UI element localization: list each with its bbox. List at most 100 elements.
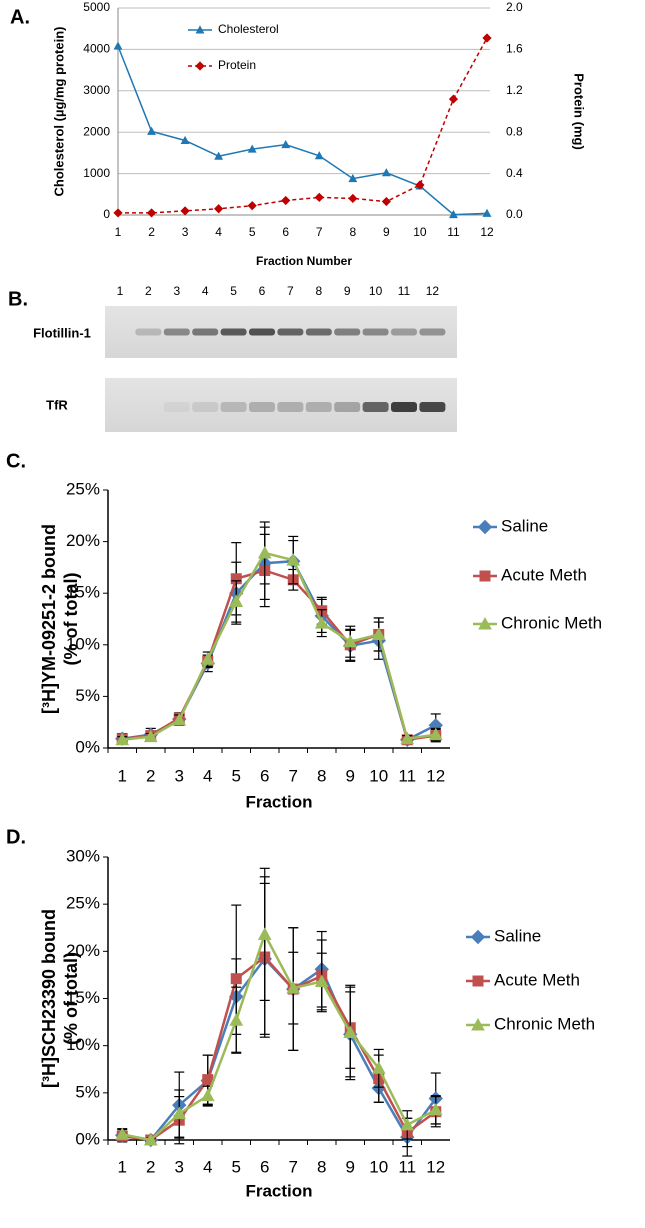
- legend-label: Cholesterol: [218, 22, 279, 36]
- marker: [477, 519, 493, 535]
- y-axis-label: Cholesterol (µg/mg protein): [51, 27, 66, 197]
- marker: [229, 1013, 244, 1026]
- blot-band: [220, 402, 247, 412]
- blot-band: [334, 328, 361, 336]
- marker: [470, 929, 486, 945]
- lane-label: 12: [426, 284, 440, 298]
- marker: [229, 594, 244, 607]
- marker: [415, 180, 425, 190]
- x-tick-label: 10: [369, 766, 388, 785]
- y-tick-label: 15%: [66, 988, 100, 1007]
- marker: [247, 144, 257, 153]
- marker: [115, 1127, 130, 1140]
- x-tick-label: 11: [398, 1157, 416, 1176]
- series-line: [122, 955, 437, 1142]
- marker: [214, 151, 224, 160]
- marker: [428, 727, 443, 741]
- marker: [143, 729, 158, 743]
- marker: [381, 196, 391, 207]
- x-tick-label: 3: [175, 1157, 184, 1176]
- y-tick-label: 15%: [66, 583, 100, 602]
- y-tick-label: 0: [103, 207, 110, 221]
- marker: [200, 652, 215, 665]
- lane-label: 11: [398, 284, 411, 298]
- panel-label: D.: [6, 826, 26, 848]
- lane-label: 5: [230, 284, 237, 298]
- x-tick-label: 3: [175, 766, 184, 785]
- lane-label: 6: [259, 284, 266, 298]
- x-tick-label: 2: [146, 1157, 155, 1176]
- marker: [448, 94, 459, 104]
- blot-band: [362, 402, 389, 412]
- marker: [348, 173, 358, 183]
- marker: [113, 208, 123, 218]
- marker: [200, 1088, 215, 1102]
- marker: [343, 634, 358, 648]
- x-tick-label: 9: [346, 1157, 355, 1176]
- x-tick-label: 12: [480, 225, 494, 239]
- lane-label: 4: [202, 284, 209, 298]
- marker: [113, 41, 123, 50]
- blot-band: [220, 328, 247, 336]
- x-tick-label: 6: [260, 1157, 269, 1176]
- x-axis-label: Fraction: [245, 792, 312, 811]
- marker: [281, 195, 291, 206]
- series-line: [122, 569, 436, 742]
- blot-band: [192, 402, 219, 412]
- y-tick-label: 0%: [75, 1129, 100, 1148]
- marker: [428, 1102, 443, 1116]
- y-tick-label: 30%: [66, 846, 100, 865]
- marker: [314, 974, 329, 988]
- panel-label: A.: [10, 6, 30, 28]
- marker: [214, 204, 224, 214]
- series-line: [122, 551, 436, 741]
- blot-band: [249, 402, 275, 412]
- marker: [172, 1106, 187, 1120]
- x-tick-label: 5: [232, 1157, 241, 1176]
- blot-band: [192, 328, 219, 336]
- x-tick-label: 8: [317, 766, 326, 785]
- x-tick-label: 1: [115, 225, 122, 239]
- panel-label: B.: [8, 288, 28, 310]
- marker: [247, 201, 257, 211]
- marker: [195, 25, 205, 34]
- x-tick-label: 6: [282, 225, 289, 239]
- x-axis-label: Fraction Number: [256, 254, 352, 268]
- x-tick-label: 1: [118, 766, 127, 785]
- marker: [286, 981, 301, 994]
- x-axis-label: Fraction: [245, 1181, 312, 1200]
- x-tick-label: 2: [148, 225, 155, 239]
- legend-label: Acute Meth: [494, 970, 580, 989]
- marker: [172, 713, 187, 726]
- x-tick-label: 1: [118, 1157, 127, 1176]
- marker: [115, 732, 130, 746]
- blot-band: [277, 402, 304, 412]
- legend-label: Protein: [218, 58, 256, 72]
- y-axis-label: (% of total): [61, 952, 81, 1045]
- marker: [257, 545, 272, 559]
- y-tick-label: 10%: [66, 634, 100, 653]
- x-tick-label: 9: [346, 766, 355, 785]
- y-tick-label: 4000: [83, 42, 110, 56]
- marker: [482, 208, 492, 217]
- blot-band: [277, 328, 304, 336]
- x-tick-label: 5: [249, 225, 256, 239]
- blot-band: [249, 328, 275, 336]
- y2-tick-label: 2.0: [506, 0, 523, 14]
- marker: [257, 927, 272, 940]
- marker: [400, 731, 415, 745]
- marker: [472, 975, 484, 987]
- y-tick-label: 1000: [83, 166, 110, 180]
- marker: [400, 1117, 415, 1131]
- x-tick-label: 7: [289, 766, 298, 785]
- marker: [286, 553, 301, 566]
- marker: [449, 209, 458, 219]
- marker: [482, 33, 492, 43]
- y-tick-label: 25%: [66, 479, 100, 498]
- series-line: [122, 559, 437, 742]
- y2-tick-label: 1.6: [506, 42, 523, 56]
- marker: [314, 616, 329, 629]
- panel-label: C.: [6, 450, 26, 472]
- lane-label: 3: [173, 284, 180, 298]
